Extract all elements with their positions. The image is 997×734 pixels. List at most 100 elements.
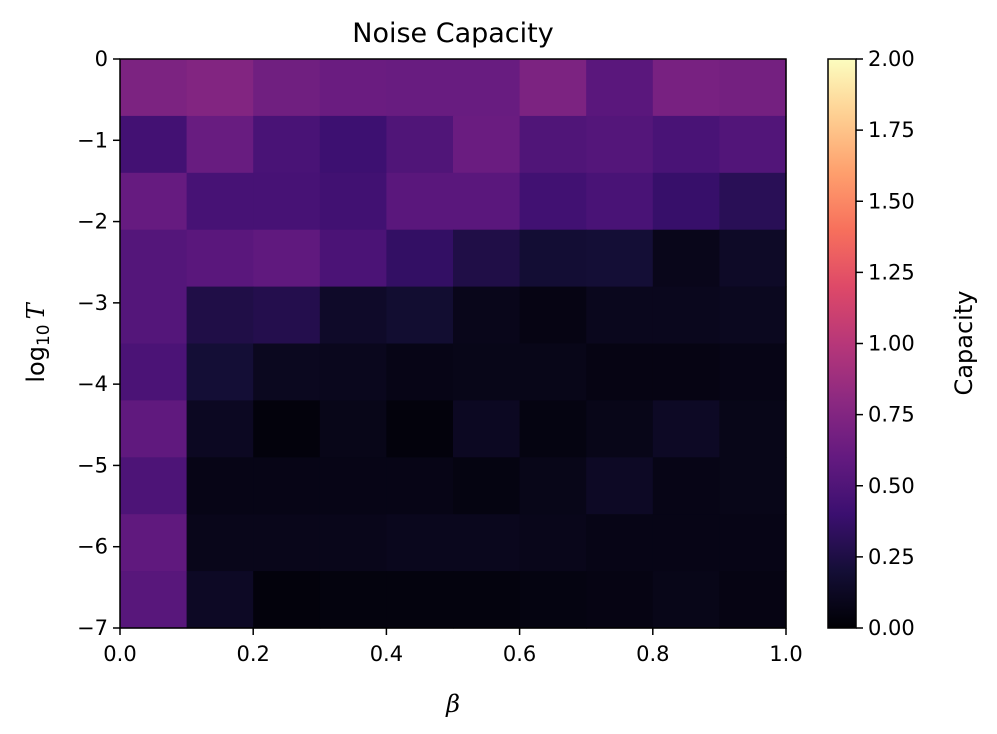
- heatmap-cell-r4-c8: [652, 286, 720, 345]
- colorbar-tick-label: 0.75: [868, 403, 915, 427]
- heatmap-cell-r9-c3: [319, 571, 387, 629]
- heatmap-cell-r5-c1: [186, 343, 254, 401]
- heatmap-cell-r4-c3: [319, 286, 387, 345]
- heatmap-cell-r9-c2: [253, 571, 321, 629]
- heatmap-cell-r9-c7: [586, 571, 654, 629]
- heatmap-cell-r7-c9: [719, 457, 787, 515]
- heatmap-cell-r4-c2: [253, 286, 321, 345]
- heatmap-cell-r5-c8: [652, 343, 720, 401]
- x-axis-ticks: 0.0 0.2 0.4 0.6 0.8 1.0: [103, 628, 803, 666]
- colorbar-tick-label: 0.50: [868, 474, 915, 498]
- heatmap-cell-r7-c5: [453, 457, 521, 515]
- heatmap-cell-r8-c8: [652, 514, 720, 572]
- heatmap-cell-r4-c7: [586, 286, 654, 345]
- y-tick-label: −2: [77, 210, 108, 234]
- heatmap-cell-r1-c9: [719, 115, 787, 174]
- heatmap-cell-r8-c4: [386, 514, 454, 572]
- heatmap-cell-r0-c8: [652, 59, 720, 117]
- heatmap-cell-r7-c0: [120, 457, 188, 515]
- heatmap-cell-r6-c5: [453, 400, 521, 458]
- heatmap-cell-r5-c0: [120, 343, 188, 401]
- heatmap-cell-r9-c5: [453, 571, 521, 629]
- heatmap-cell-r0-c7: [586, 59, 654, 117]
- y-axis-label-variable: T: [22, 301, 50, 319]
- heatmap-cell-r2-c7: [586, 172, 654, 231]
- heatmap-cell-r0-c6: [519, 59, 587, 117]
- colorbar-tick-label: 1.50: [868, 189, 915, 213]
- y-axis-label-prefix: log: [22, 346, 50, 383]
- heatmap-cell-r6-c2: [253, 400, 321, 458]
- heatmap-cell-r2-c5: [453, 172, 521, 231]
- heatmap-cell-r4-c4: [386, 286, 454, 345]
- heatmap-cell-r1-c4: [386, 115, 454, 174]
- heatmap-cell-r2-c3: [319, 172, 387, 231]
- colorbar: [827, 58, 857, 629]
- heatmap-cell-r3-c1: [186, 229, 254, 288]
- heatmap-cell-r8-c7: [586, 514, 654, 572]
- heatmap-cell-r8-c1: [186, 514, 254, 572]
- x-tick-label: 0.8: [636, 642, 669, 666]
- heatmap-cell-r3-c5: [453, 229, 521, 288]
- heatmap-cell-r6-c1: [186, 400, 254, 458]
- x-tick-label: 0.2: [236, 642, 269, 666]
- heatmap-cell-r5-c4: [386, 343, 454, 401]
- heatmap-cell-r4-c1: [186, 286, 254, 345]
- heatmap-cell-r1-c1: [186, 115, 254, 174]
- colorbar-tick-label: 1.25: [868, 260, 915, 284]
- heatmap-cell-r6-c4: [386, 400, 454, 458]
- heatmap-cell-r1-c6: [519, 115, 587, 174]
- colorbar-tick-label: 0.25: [868, 545, 915, 569]
- colorbar-tick-label: 1.75: [868, 118, 915, 142]
- heatmap-cell-r5-c3: [319, 343, 387, 401]
- heatmap-cell-r4-c0: [120, 286, 188, 345]
- heatmap-cell-r2-c9: [719, 172, 787, 231]
- heatmap-cell-r1-c0: [120, 115, 188, 174]
- heatmap-cell-r4-c6: [519, 286, 587, 345]
- heatmap-cell-r3-c6: [519, 229, 587, 288]
- heatmap-cell-r7-c7: [586, 457, 654, 515]
- heatmap-cell-r2-c2: [253, 172, 321, 231]
- y-tick-label: −6: [77, 535, 108, 559]
- heatmap-cell-r7-c1: [186, 457, 254, 515]
- heatmap-cell-r6-c6: [519, 400, 587, 458]
- plot-frame: [119, 58, 787, 629]
- colorbar-tick-label: 2.00: [868, 47, 915, 71]
- heatmap-cell-r6-c8: [652, 400, 720, 458]
- heatmap-cell-r4-c9: [719, 286, 787, 345]
- heatmap-cells: [120, 59, 787, 629]
- colorbar-tick-label: 0.00: [868, 616, 915, 640]
- heatmap-cell-r7-c6: [519, 457, 587, 515]
- heatmap-cell-r8-c6: [519, 514, 587, 572]
- heatmap-cell-r3-c9: [719, 229, 787, 288]
- heatmap-cell-r0-c3: [319, 59, 387, 117]
- y-tick-label: −3: [77, 291, 108, 315]
- heatmap-cell-r0-c9: [719, 59, 787, 117]
- y-axis-label-subscript: 10: [34, 324, 54, 346]
- heatmap-cell-r0-c1: [186, 59, 254, 117]
- colorbar-tick-label: 1.00: [868, 332, 915, 356]
- heatmap-cell-r6-c0: [120, 400, 188, 458]
- y-tick-label: 0: [95, 47, 108, 71]
- chart-title: Noise Capacity: [352, 18, 553, 49]
- heatmap-cell-r8-c9: [719, 514, 787, 572]
- heatmap-cell-r8-c2: [253, 514, 321, 572]
- heatmap-cell-r1-c5: [453, 115, 521, 174]
- heatmap-cell-r0-c5: [453, 59, 521, 117]
- heatmap-cell-r9-c9: [719, 571, 787, 629]
- heatmap-cell-r2-c6: [519, 172, 587, 231]
- colorbar-label: Capacity: [950, 291, 978, 396]
- heatmap-cell-r4-c5: [453, 286, 521, 345]
- x-tick-label: 0.4: [370, 642, 403, 666]
- heatmap-cell-r7-c4: [386, 457, 454, 515]
- heatmap-cell-r5-c5: [453, 343, 521, 401]
- heatmap-cell-r2-c4: [386, 172, 454, 231]
- x-tick-label: 0.0: [103, 642, 136, 666]
- x-tick-label: 0.6: [503, 642, 536, 666]
- heatmap-cell-r6-c7: [586, 400, 654, 458]
- heatmap-cell-r6-c9: [719, 400, 787, 458]
- heatmap-cell-r3-c4: [386, 229, 454, 288]
- heatmap-cell-r1-c3: [319, 115, 387, 174]
- heatmap-cell-r3-c2: [253, 229, 321, 288]
- heatmap-cell-r3-c7: [586, 229, 654, 288]
